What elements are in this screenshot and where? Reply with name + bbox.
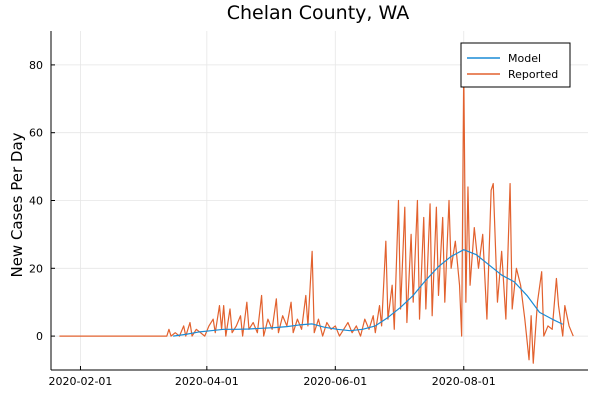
y-axis-ticks: 0 20 40 60 80 bbox=[29, 59, 55, 343]
y-axis-label: New Cases Per Day bbox=[8, 132, 26, 277]
x-tick-label: 2020-02-01 bbox=[49, 375, 113, 388]
series-lines bbox=[59, 67, 574, 364]
y-tick-label: 0 bbox=[36, 330, 43, 343]
legend-box bbox=[460, 42, 571, 88]
chart-title: Chelan County, WA bbox=[227, 2, 410, 24]
y-tick-label: 40 bbox=[29, 195, 43, 208]
x-axis-ticks: 2020-02-01 2020-04-01 2020-06-01 2020-08-01 bbox=[49, 366, 496, 388]
x-tick-label: 2020-06-01 bbox=[303, 375, 367, 388]
legend-label-reported: Reported bbox=[508, 68, 558, 81]
x-tick-label: 2020-04-01 bbox=[175, 375, 239, 388]
series-line-model bbox=[173, 249, 563, 337]
x-tick-label: 2020-08-01 bbox=[432, 375, 496, 388]
y-tick-label: 80 bbox=[29, 59, 43, 72]
legend-label-model: Model bbox=[508, 52, 541, 65]
legend: Model Reported bbox=[460, 42, 571, 88]
y-tick-label: 20 bbox=[29, 262, 43, 275]
series-line-reported bbox=[59, 67, 574, 364]
y-tick-label: 60 bbox=[29, 127, 43, 140]
